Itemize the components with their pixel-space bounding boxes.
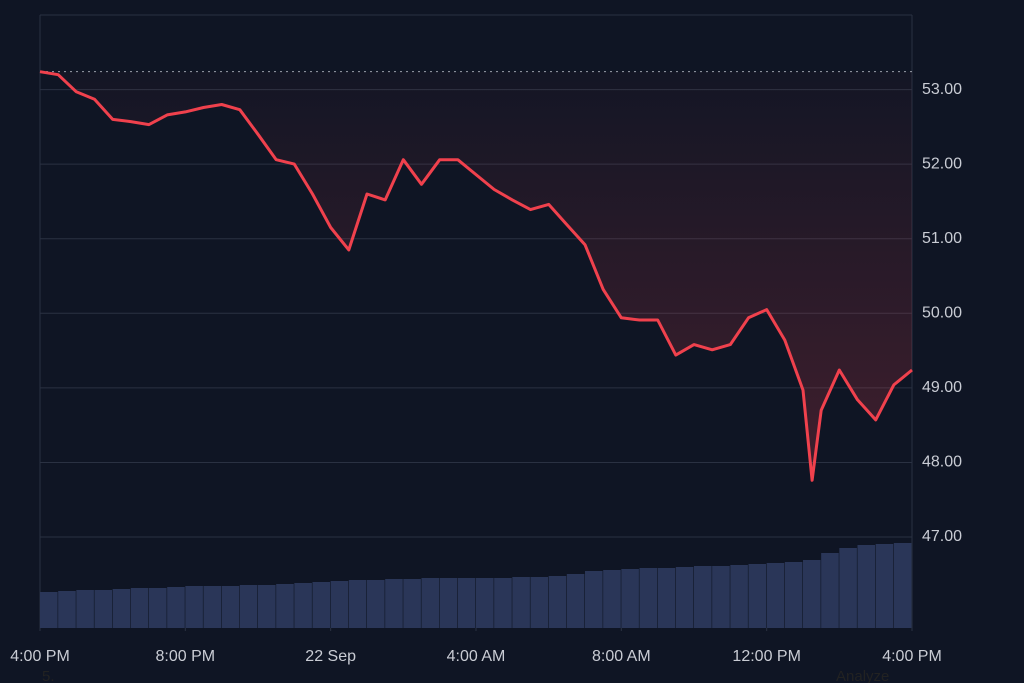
volume-bar bbox=[893, 543, 912, 628]
volume-bar bbox=[167, 587, 185, 628]
volume-bar bbox=[857, 545, 876, 628]
volume-bar bbox=[585, 571, 603, 628]
volume-bar bbox=[367, 580, 385, 628]
volume-bar bbox=[821, 553, 839, 628]
x-tick-label: 4:00 PM bbox=[10, 648, 70, 665]
volume-bar bbox=[512, 577, 530, 628]
volume-bar bbox=[457, 578, 476, 628]
volume-bar bbox=[748, 564, 767, 628]
volume-bar bbox=[312, 582, 331, 628]
y-tick-label: 47.00 bbox=[922, 528, 962, 545]
volume-bar bbox=[294, 583, 312, 628]
volume-bar bbox=[76, 590, 94, 628]
volume-bar bbox=[530, 577, 549, 628]
volume-bar bbox=[58, 591, 76, 628]
volume-bar bbox=[221, 586, 240, 628]
volume-bar bbox=[94, 590, 113, 628]
volume-bar bbox=[712, 566, 730, 628]
volume-bar bbox=[149, 588, 167, 628]
volume-bar bbox=[403, 579, 421, 628]
y-tick-label: 50.00 bbox=[922, 305, 962, 322]
y-tick-label: 48.00 bbox=[922, 454, 962, 471]
volume-bar bbox=[130, 588, 149, 628]
x-tick-label: 22 Sep bbox=[305, 648, 356, 665]
volume-bar bbox=[385, 579, 403, 628]
volume-bar bbox=[639, 568, 658, 628]
volume-bar bbox=[766, 563, 785, 628]
x-tick-label: 4:00 PM bbox=[882, 648, 942, 665]
volume-bar bbox=[203, 586, 222, 628]
volume-bar bbox=[439, 578, 458, 628]
volume-bar bbox=[694, 566, 712, 628]
y-tick-label: 51.00 bbox=[922, 230, 962, 247]
volume-bar bbox=[875, 544, 894, 628]
volume-bar bbox=[330, 581, 349, 628]
volume-bar bbox=[185, 586, 203, 628]
volume-bar bbox=[348, 580, 367, 628]
analyze-link[interactable]: Analyze bbox=[836, 668, 889, 683]
volume-bar bbox=[621, 569, 639, 628]
volume-bar bbox=[476, 578, 494, 628]
volume-bar bbox=[675, 567, 694, 628]
y-tick-label: 49.00 bbox=[922, 379, 962, 396]
volume-bar bbox=[803, 560, 821, 628]
x-tick-label: 8:00 AM bbox=[592, 648, 651, 665]
y-tick-label: 52.00 bbox=[922, 155, 962, 172]
volume-bar bbox=[40, 592, 58, 628]
volume-bar bbox=[258, 585, 276, 628]
volume-bar bbox=[112, 589, 131, 628]
x-tick-label: 12:00 PM bbox=[732, 648, 800, 665]
y-tick-label: 53.00 bbox=[922, 81, 962, 98]
volume-bar bbox=[548, 576, 567, 628]
volume-bar bbox=[657, 568, 676, 628]
volume-bar bbox=[839, 548, 857, 628]
volume-bar bbox=[276, 584, 294, 628]
volume-bar bbox=[566, 574, 585, 628]
line-area bbox=[40, 71, 912, 481]
x-tick-label: 8:00 PM bbox=[156, 648, 216, 665]
volume-bar bbox=[730, 565, 748, 628]
volume-bar bbox=[494, 578, 512, 628]
volume-bar bbox=[603, 570, 621, 628]
stray-text: 5. bbox=[42, 668, 55, 683]
price-line bbox=[39, 70, 913, 482]
volume-bar bbox=[784, 562, 803, 628]
x-tick-label: 4:00 AM bbox=[447, 648, 506, 665]
volume-bar bbox=[421, 578, 440, 628]
volume-bar bbox=[239, 585, 258, 628]
